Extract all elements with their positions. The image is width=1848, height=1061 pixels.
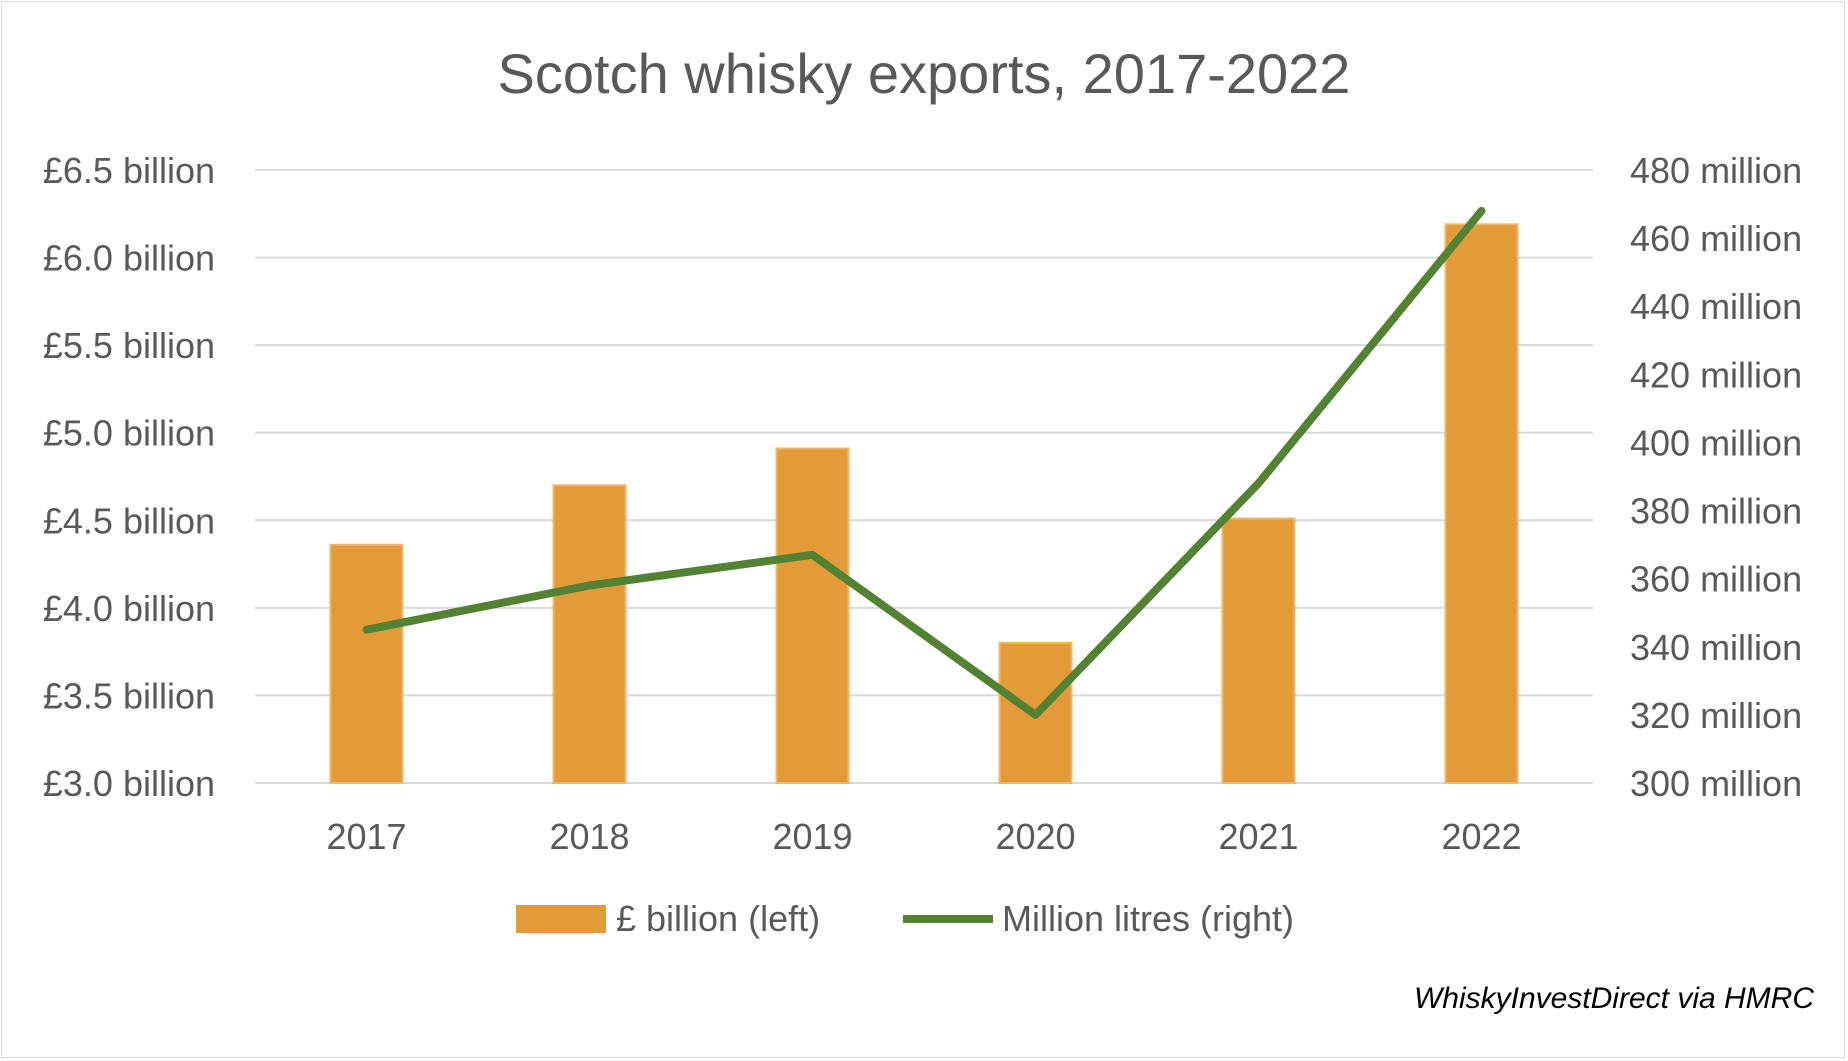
x-tick-label: 2018 — [549, 816, 629, 857]
right-tick-label: 320 million — [1630, 695, 1802, 736]
right-axis: 300 million 320 million 340 million 360 mil… — [1630, 150, 1802, 804]
x-tick-label: 2020 — [995, 816, 1075, 857]
bar-series — [329, 223, 1519, 785]
right-tick-label: 360 million — [1630, 559, 1802, 600]
x-tick-label: 2022 — [1441, 816, 1521, 857]
left-tick-label: £5.5 billion — [43, 325, 215, 366]
x-tick-label: 2017 — [326, 816, 406, 857]
right-tick-label: 440 million — [1630, 286, 1802, 327]
x-tick-label: 2021 — [1218, 816, 1298, 857]
left-tick-label: £4.0 billion — [43, 588, 215, 629]
x-tick-label: 2019 — [772, 816, 852, 857]
right-tick-label: 480 million — [1630, 150, 1802, 191]
right-tick-label: 340 million — [1630, 627, 1802, 668]
bar-2018 — [552, 484, 627, 784]
chart-title: Scotch whisky exports, 2017-2022 — [498, 42, 1351, 105]
left-tick-label: £3.0 billion — [43, 763, 215, 804]
bar-2021 — [1221, 517, 1296, 785]
line-series — [362, 206, 1486, 719]
right-tick-label: 300 million — [1630, 763, 1802, 804]
bar-2022 — [1444, 223, 1519, 784]
x-axis: 2017 2018 2019 2020 2021 2022 — [326, 816, 1521, 857]
legend-bar-label: £ billion (left) — [616, 898, 820, 939]
gridlines — [255, 169, 1593, 784]
left-tick-label: £5.0 billion — [43, 413, 215, 454]
left-tick-label: £6.0 billion — [43, 238, 215, 279]
left-tick-label: £6.5 billion — [43, 150, 215, 191]
source-note: WhiskyInvestDirect via HMRC — [1414, 982, 1814, 1015]
bar-2019 — [775, 447, 850, 784]
left-tick-label: £3.5 billion — [43, 675, 215, 716]
legend-bar-swatch — [516, 905, 606, 933]
left-axis: £3.0 billion £3.5 billion £4.0 billion £4.5… — [43, 150, 215, 804]
right-tick-label: 420 million — [1630, 354, 1802, 395]
right-tick-label: 460 million — [1630, 218, 1802, 259]
legend: £ billion (left) Million litres (right) — [516, 898, 1294, 939]
legend-line-label: Million litres (right) — [1002, 898, 1294, 939]
line-million-litres — [362, 206, 1486, 719]
left-tick-label: £4.5 billion — [43, 500, 215, 541]
right-tick-label: 380 million — [1630, 491, 1802, 532]
right-tick-label: 400 million — [1630, 422, 1802, 463]
bar-2017 — [329, 543, 404, 785]
